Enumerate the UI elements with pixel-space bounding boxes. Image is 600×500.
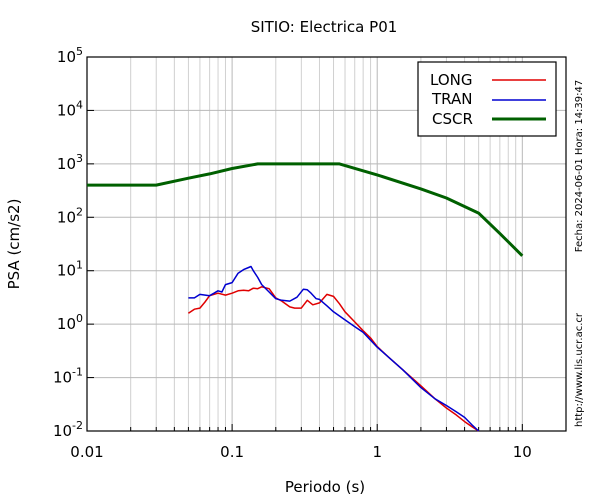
legend-label-long: LONG <box>430 71 472 89</box>
x-tick-label: 10 <box>513 443 532 461</box>
chart-title: SITIO: Electrica P01 <box>251 18 398 36</box>
legend-label-tran: TRAN <box>431 90 472 108</box>
legend-label-cscr: CSCR <box>432 110 473 128</box>
x-tick-label: 1 <box>372 443 382 461</box>
y-tick-label: 104 <box>57 98 83 119</box>
y-axis-label: PSA (cm/s2) <box>5 199 23 290</box>
legend: LONG TRAN CSCR <box>417 61 557 137</box>
x-tick-label: 0.1 <box>220 443 244 461</box>
axis-ticks: 0.01 0.1 1 10 10-2 10-1 100 101 102 103 104 105 <box>53 45 567 461</box>
series-line-tran <box>188 265 480 432</box>
y-tick-label: 100 <box>57 312 83 333</box>
y-tick-label: 10-1 <box>53 366 83 387</box>
y-tick-label: 102 <box>57 205 83 226</box>
legend-box <box>417 61 557 137</box>
y-tick-label: 103 <box>57 152 83 173</box>
x-axis-label: Periodo (s) <box>285 478 365 496</box>
y-tick-label: 105 <box>57 45 83 66</box>
plot-frame <box>86 56 567 432</box>
y-tick-label: 101 <box>57 259 83 280</box>
x-tick-label: 0.01 <box>70 443 103 461</box>
series-layer <box>87 162 524 432</box>
series-line-cscr <box>87 162 524 257</box>
y-tick-label: 10-2 <box>53 419 83 440</box>
side-date-text: Fecha: 2024-06-01 Hora: 14:39:47 <box>574 80 585 253</box>
side-url-text: http://www.lis.ucr.ac.cr <box>574 312 585 427</box>
